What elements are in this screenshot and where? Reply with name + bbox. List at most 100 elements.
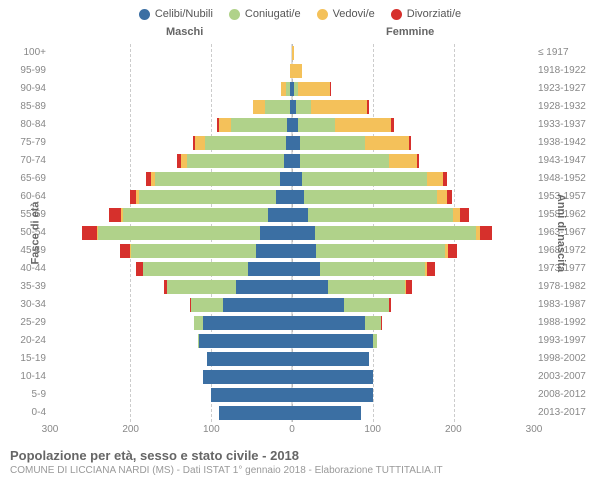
bar-segment — [460, 208, 470, 222]
legend-label: Divorziati/e — [407, 8, 461, 20]
bar-segment — [219, 118, 231, 132]
bar-segment — [187, 154, 284, 168]
bar-segment — [292, 352, 369, 366]
age-label: 65-69 — [6, 170, 46, 188]
bar-segment — [365, 136, 409, 150]
age-label: 20-24 — [6, 332, 46, 350]
bar-segment — [300, 154, 389, 168]
bar-segment — [236, 280, 292, 294]
age-label: 25-29 — [6, 314, 46, 332]
female-side — [292, 118, 534, 132]
stacked-bar — [50, 64, 292, 78]
stacked-bar — [50, 244, 292, 258]
bar-segment — [195, 136, 205, 150]
bar-segment — [265, 100, 289, 114]
pyramid-row — [50, 278, 534, 296]
pyramid-row — [50, 98, 534, 116]
bar-segment — [143, 262, 248, 276]
legend-label: Celibi/Nubili — [155, 8, 213, 20]
female-side — [292, 100, 534, 114]
legend-item: Celibi/Nubili — [139, 8, 213, 20]
pyramid-row — [50, 296, 534, 314]
male-side — [50, 226, 292, 240]
chart-subtitle: COMUNE DI LICCIANA NARDI (MS) - Dati IST… — [10, 465, 590, 476]
female-side — [292, 298, 534, 312]
stacked-bar — [50, 352, 292, 366]
male-side — [50, 334, 292, 348]
bar-segment — [298, 118, 334, 132]
bar-segment — [292, 208, 308, 222]
bar-segment — [292, 406, 361, 420]
age-label: 15-19 — [6, 350, 46, 368]
stacked-bar — [292, 64, 534, 78]
stacked-bar — [50, 172, 292, 186]
female-side — [292, 406, 534, 420]
bar-segment — [211, 388, 292, 402]
pyramid-row — [50, 170, 534, 188]
pyramid-row — [50, 62, 534, 80]
legend-swatch — [139, 9, 150, 20]
bar-segment — [292, 46, 294, 60]
bar-segment — [367, 100, 369, 114]
pyramid-row — [50, 224, 534, 242]
bar-segment — [155, 172, 280, 186]
bar-segment — [98, 226, 259, 240]
stacked-bar — [50, 280, 292, 294]
bar-segment — [292, 172, 302, 186]
age-label: 90-94 — [6, 80, 46, 98]
header-female: Femmine — [386, 26, 434, 38]
x-tick-label: 0 — [289, 424, 295, 435]
bar-segment — [298, 82, 330, 96]
birth-year-label: 1943-1947 — [538, 152, 594, 170]
male-side — [50, 298, 292, 312]
stacked-bar — [292, 406, 534, 420]
birth-year-label: 1998-2002 — [538, 350, 594, 368]
bar-segment — [292, 154, 300, 168]
bar-segment — [123, 208, 268, 222]
age-label: 10-14 — [6, 368, 46, 386]
stacked-bar — [50, 370, 292, 384]
bar-segment — [427, 262, 435, 276]
bar-segment — [480, 226, 492, 240]
female-side — [292, 226, 534, 240]
legend-swatch — [317, 9, 328, 20]
birth-year-label: 2008-2012 — [538, 386, 594, 404]
birth-year-label: 1938-1942 — [538, 134, 594, 152]
male-side — [50, 316, 292, 330]
bar-segment — [292, 64, 302, 78]
bar-segment — [292, 262, 320, 276]
male-side — [50, 280, 292, 294]
stacked-bar — [292, 100, 534, 114]
female-side — [292, 46, 534, 60]
pyramid-row — [50, 44, 534, 62]
birth-year-label: 2013-2017 — [538, 404, 594, 422]
bar-segment — [292, 244, 316, 258]
bar-segment — [381, 316, 382, 330]
stacked-bar — [50, 82, 292, 96]
stacked-bar — [292, 118, 534, 132]
stacked-bar — [50, 154, 292, 168]
pyramid-row — [50, 404, 534, 422]
age-label: 35-39 — [6, 278, 46, 296]
bar-segment — [191, 298, 223, 312]
bar-segment — [292, 298, 344, 312]
age-label: 80-84 — [6, 116, 46, 134]
bar-segment — [292, 316, 365, 330]
bar-segment — [373, 334, 377, 348]
bar-segment — [443, 172, 447, 186]
stacked-bar — [292, 46, 534, 60]
chart-footer: Popolazione per età, sesso e stato civil… — [6, 448, 594, 476]
bar-segment — [292, 136, 300, 150]
male-side — [50, 82, 292, 96]
female-side — [292, 352, 534, 366]
stacked-bar — [50, 136, 292, 150]
pyramid-row — [50, 368, 534, 386]
birth-year-label: 1933-1937 — [538, 116, 594, 134]
plot-area: 100+95-9990-9485-8980-8475-7970-7465-696… — [6, 44, 594, 422]
male-side — [50, 46, 292, 60]
age-label: 70-74 — [6, 152, 46, 170]
stacked-bar — [292, 190, 534, 204]
pyramid-row — [50, 134, 534, 152]
bar-segment — [320, 262, 425, 276]
bar-segment — [205, 136, 286, 150]
